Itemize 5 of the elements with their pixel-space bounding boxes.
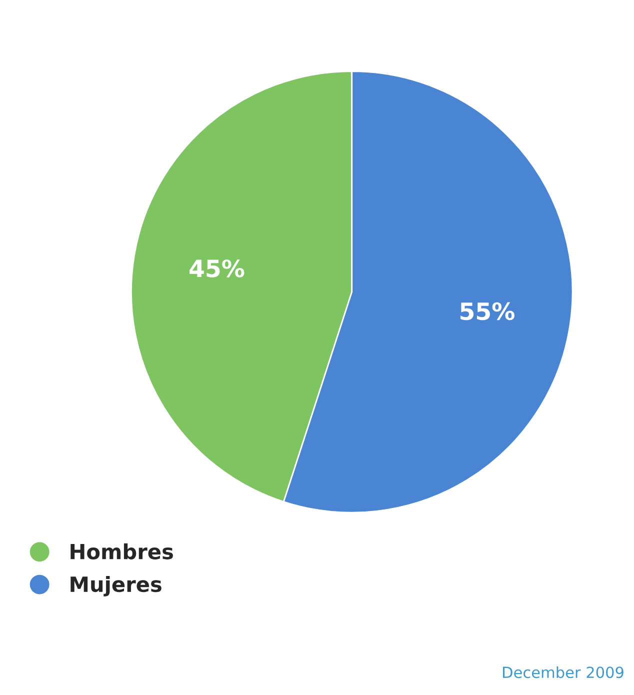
legend-label: Mujeres [70,576,162,596]
text: December 2009 [503,666,624,678]
data-label: 55% [460,302,514,320]
legend-label: Hombres [70,543,173,560]
data-label: 45% [190,259,244,278]
